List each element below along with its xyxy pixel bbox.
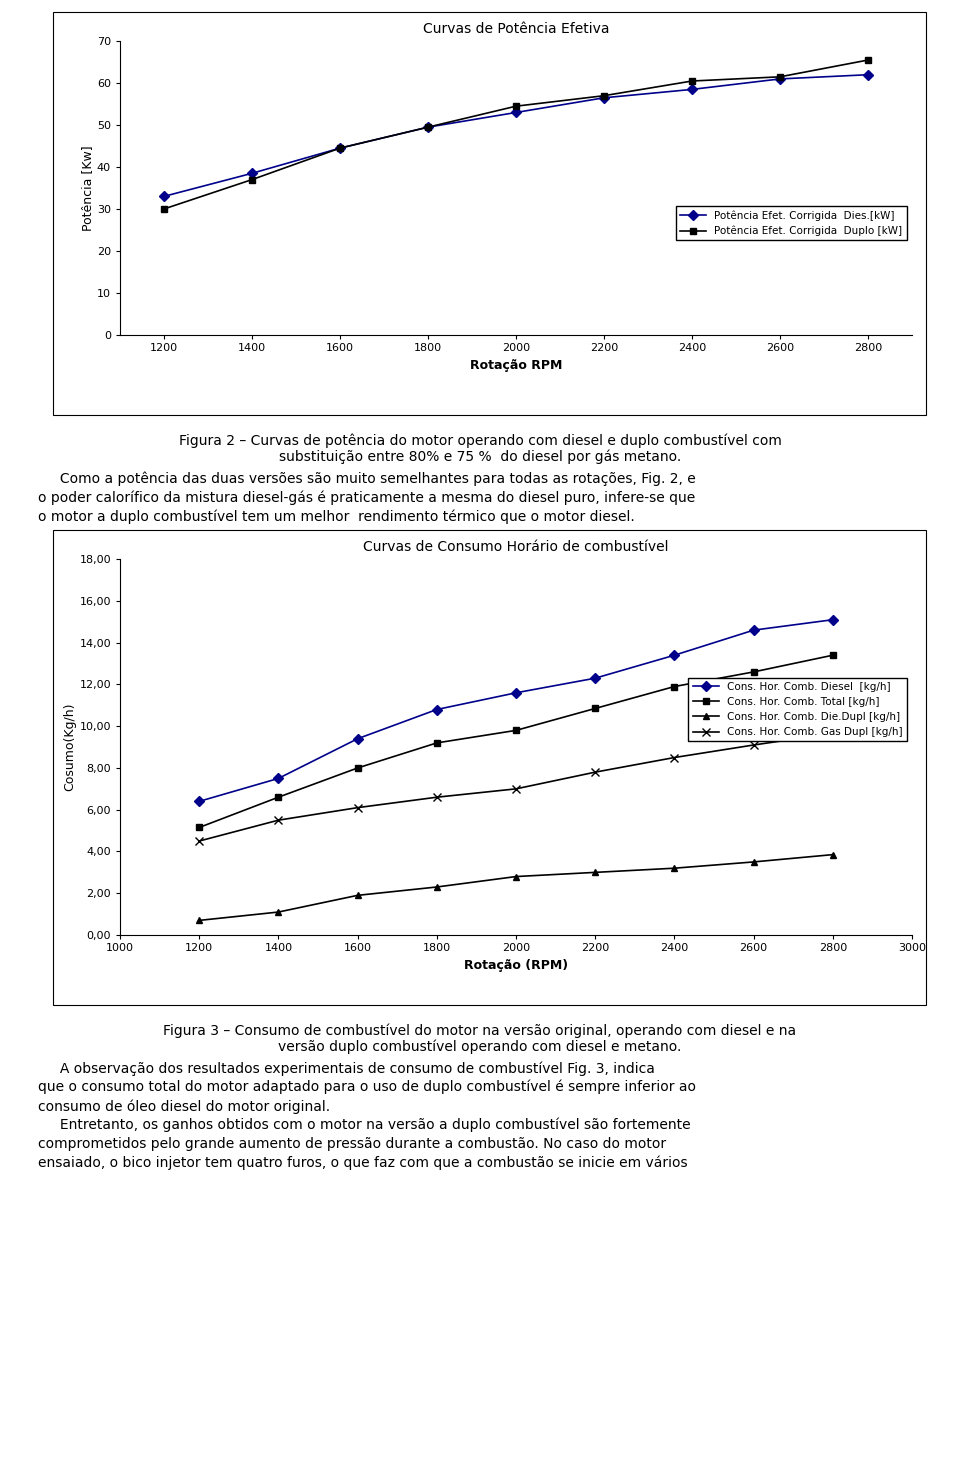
Potência Efet. Corrigida  Duplo [kW]	[862, 51, 874, 69]
Potência Efet. Corrigida  Duplo [kW]	[422, 118, 434, 136]
Text: Como a potência das duas versões são muito semelhantes para todas as rotações, F: Como a potência das duas versões são mui…	[38, 471, 696, 486]
Potência Efet. Corrigida  Dies.[kW]	[334, 140, 346, 157]
Potência Efet. Corrigida  Duplo [kW]	[246, 171, 257, 188]
Potência Efet. Corrigida  Dies.[kW]	[598, 89, 610, 106]
Cons. Hor. Comb. Die.Dupl [kg/h]	[351, 886, 363, 904]
Cons. Hor. Comb. Total [kg/h]	[748, 663, 759, 681]
Cons. Hor. Comb. Gas Dupl [kg/h]	[194, 833, 205, 850]
Potência Efet. Corrigida  Dies.[kW]	[511, 104, 522, 121]
Potência Efet. Corrigida  Duplo [kW]	[774, 69, 785, 86]
Text: Figura 2 – Curvas de potência do motor operando com diesel e duplo combustível c: Figura 2 – Curvas de potência do motor o…	[179, 433, 781, 448]
Line: Potência Efet. Corrigida  Duplo [kW]: Potência Efet. Corrigida Duplo [kW]	[160, 57, 872, 213]
Cons. Hor. Comb. Diesel  [kg/h]	[748, 621, 759, 639]
Text: que o consumo total do motor adaptado para o uso de duplo combustível é sempre i: que o consumo total do motor adaptado pa…	[38, 1080, 696, 1095]
Cons. Hor. Comb. Total [kg/h]	[194, 819, 205, 837]
Line: Cons. Hor. Comb. Diesel  [kg/h]: Cons. Hor. Comb. Diesel [kg/h]	[196, 617, 836, 805]
Text: o motor a duplo combustível tem um melhor  rendimento térmico que o motor diesel: o motor a duplo combustível tem um melho…	[38, 509, 636, 523]
Cons. Hor. Comb. Diesel  [kg/h]	[351, 730, 363, 748]
Potência Efet. Corrigida  Dies.[kW]	[246, 165, 257, 182]
Cons. Hor. Comb. Total [kg/h]	[827, 646, 839, 663]
Cons. Hor. Comb. Gas Dupl [kg/h]	[511, 780, 522, 798]
Cons. Hor. Comb. Gas Dupl [kg/h]	[669, 749, 681, 767]
Cons. Hor. Comb. Die.Dupl [kg/h]	[669, 859, 681, 876]
Y-axis label: Potência [Kw]: Potência [Kw]	[81, 146, 94, 230]
Y-axis label: Cosumo(Kg/h): Cosumo(Kg/h)	[63, 703, 77, 792]
Line: Cons. Hor. Comb. Gas Dupl [kg/h]: Cons. Hor. Comb. Gas Dupl [kg/h]	[195, 729, 837, 846]
Potência Efet. Corrigida  Dies.[kW]	[686, 80, 698, 98]
Line: Potência Efet. Corrigida  Dies.[kW]: Potência Efet. Corrigida Dies.[kW]	[160, 71, 872, 200]
Potência Efet. Corrigida  Duplo [kW]	[686, 73, 698, 90]
Cons. Hor. Comb. Diesel  [kg/h]	[431, 701, 443, 719]
Cons. Hor. Comb. Total [kg/h]	[431, 735, 443, 752]
Cons. Hor. Comb. Die.Dupl [kg/h]	[431, 878, 443, 895]
Text: comprometidos pelo grande aumento de pressão durante a combustão. No caso do mot: comprometidos pelo grande aumento de pre…	[38, 1137, 666, 1150]
Title: Curvas de Consumo Horário de combustível: Curvas de Consumo Horário de combustível	[363, 539, 669, 554]
Potência Efet. Corrigida  Duplo [kW]	[511, 98, 522, 115]
Text: o poder calorífico da mistura diesel-gás é praticamente a mesma do diesel puro, : o poder calorífico da mistura diesel-gás…	[38, 490, 696, 504]
Text: A observação dos resultados experimentais de consumo de combustível Fig. 3, indi: A observação dos resultados experimentai…	[38, 1061, 656, 1076]
Title: Curvas de Potência Efetiva: Curvas de Potência Efetiva	[422, 22, 610, 36]
Line: Cons. Hor. Comb. Die.Dupl [kg/h]: Cons. Hor. Comb. Die.Dupl [kg/h]	[196, 851, 836, 924]
Cons. Hor. Comb. Die.Dupl [kg/h]	[511, 868, 522, 885]
X-axis label: Rotação (RPM): Rotação (RPM)	[464, 959, 568, 972]
Text: Entretanto, os ganhos obtidos com o motor na versão a duplo combustível são fort: Entretanto, os ganhos obtidos com o moto…	[38, 1118, 691, 1133]
Cons. Hor. Comb. Diesel  [kg/h]	[511, 684, 522, 701]
Cons. Hor. Comb. Total [kg/h]	[351, 760, 363, 777]
Cons. Hor. Comb. Diesel  [kg/h]	[589, 669, 601, 687]
Cons. Hor. Comb. Total [kg/h]	[511, 722, 522, 739]
Text: Figura 3 – Consumo de combustível do motor na versão original, operando com dies: Figura 3 – Consumo de combustível do mot…	[163, 1024, 797, 1038]
Potência Efet. Corrigida  Dies.[kW]	[422, 118, 434, 136]
Potência Efet. Corrigida  Duplo [kW]	[334, 140, 346, 157]
Cons. Hor. Comb. Diesel  [kg/h]	[273, 770, 284, 787]
Cons. Hor. Comb. Die.Dupl [kg/h]	[194, 911, 205, 929]
Potência Efet. Corrigida  Dies.[kW]	[158, 188, 170, 206]
Text: consumo de óleo diesel do motor original.: consumo de óleo diesel do motor original…	[38, 1099, 330, 1114]
Legend: Cons. Hor. Comb. Diesel  [kg/h], Cons. Hor. Comb. Total [kg/h], Cons. Hor. Comb.: Cons. Hor. Comb. Diesel [kg/h], Cons. Ho…	[688, 678, 907, 742]
Text: ensaiado, o bico injetor tem quatro furos, o que faz com que a combustão se inic: ensaiado, o bico injetor tem quatro furo…	[38, 1156, 688, 1171]
Cons. Hor. Comb. Gas Dupl [kg/h]	[431, 789, 443, 806]
Cons. Hor. Comb. Die.Dupl [kg/h]	[589, 863, 601, 881]
Potência Efet. Corrigida  Duplo [kW]	[158, 200, 170, 217]
Potência Efet. Corrigida  Duplo [kW]	[598, 87, 610, 105]
Cons. Hor. Comb. Gas Dupl [kg/h]	[827, 725, 839, 742]
Potência Efet. Corrigida  Dies.[kW]	[862, 66, 874, 83]
Line: Cons. Hor. Comb. Total [kg/h]: Cons. Hor. Comb. Total [kg/h]	[196, 652, 836, 831]
Cons. Hor. Comb. Die.Dupl [kg/h]	[748, 853, 759, 870]
Text: versão duplo combustível operando com diesel e metano.: versão duplo combustível operando com di…	[278, 1040, 682, 1054]
Cons. Hor. Comb. Gas Dupl [kg/h]	[589, 764, 601, 781]
Text: substituição entre 80% e 75 %  do diesel por gás metano.: substituição entre 80% e 75 % do diesel …	[278, 449, 682, 464]
Cons. Hor. Comb. Total [kg/h]	[273, 789, 284, 806]
Cons. Hor. Comb. Diesel  [kg/h]	[669, 646, 681, 663]
Cons. Hor. Comb. Total [kg/h]	[669, 678, 681, 695]
Cons. Hor. Comb. Die.Dupl [kg/h]	[273, 904, 284, 921]
Cons. Hor. Comb. Diesel  [kg/h]	[194, 793, 205, 811]
Cons. Hor. Comb. Die.Dupl [kg/h]	[827, 846, 839, 863]
Cons. Hor. Comb. Total [kg/h]	[589, 700, 601, 717]
Potência Efet. Corrigida  Dies.[kW]	[774, 70, 785, 87]
X-axis label: Rotação RPM: Rotação RPM	[469, 359, 563, 372]
Cons. Hor. Comb. Gas Dupl [kg/h]	[351, 799, 363, 816]
Cons. Hor. Comb. Diesel  [kg/h]	[827, 611, 839, 628]
Cons. Hor. Comb. Gas Dupl [kg/h]	[273, 812, 284, 830]
Cons. Hor. Comb. Gas Dupl [kg/h]	[748, 736, 759, 754]
Legend: Potência Efet. Corrigida  Dies.[kW], Potência Efet. Corrigida  Duplo [kW]: Potência Efet. Corrigida Dies.[kW], Potê…	[676, 206, 907, 241]
